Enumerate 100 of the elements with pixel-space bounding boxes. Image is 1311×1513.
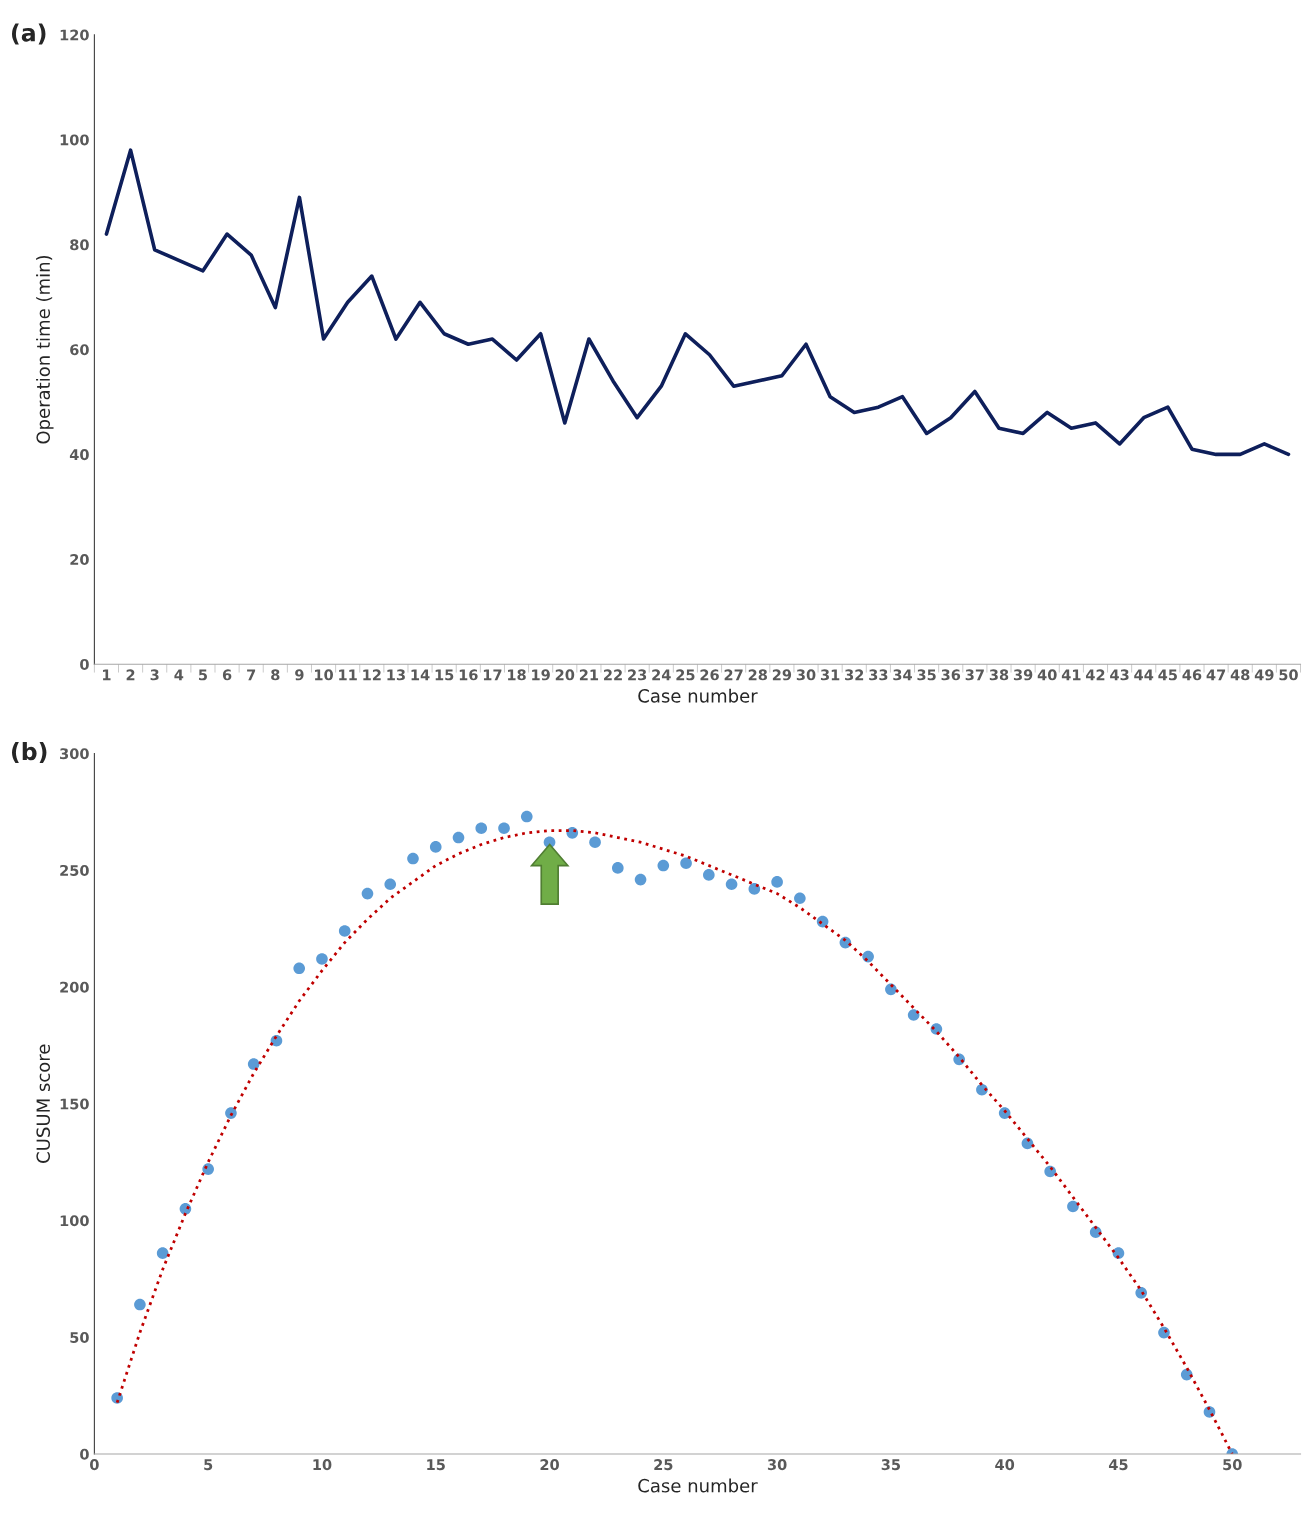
y-axis-title: Operation time (min) <box>36 255 54 444</box>
point <box>338 925 351 937</box>
x-tick-label: 42 <box>1085 669 1105 681</box>
point <box>293 962 306 975</box>
x-tick-label: 5 <box>199 669 207 681</box>
y-tick-label: 0 <box>80 1448 89 1460</box>
point <box>361 887 374 900</box>
x-tick-label: 21 <box>579 669 599 681</box>
x-tick-label: 6 <box>222 669 232 681</box>
x-tick-label: 13 <box>387 669 405 681</box>
point <box>703 869 715 881</box>
x-tick-label: 15 <box>427 1459 445 1471</box>
y-tick-label: 0 <box>80 658 89 670</box>
x-tick-label: 7 <box>247 669 256 681</box>
point <box>225 1107 237 1119</box>
x-tick-label: 16 <box>459 669 478 681</box>
x-tick-label: 12 <box>363 669 381 681</box>
x-tick-label: 23 <box>628 669 647 681</box>
point <box>771 876 783 888</box>
point <box>725 878 738 891</box>
x-tick-label: 31 <box>820 669 840 681</box>
x-tick-label: 25 <box>654 1459 673 1471</box>
x-tick-label: 17 <box>483 669 502 681</box>
x-tick-label: 18 <box>508 669 526 681</box>
x-tick-label: 36 <box>941 669 961 681</box>
x-tick-label: 46 <box>1182 669 1202 681</box>
x-tick-label: 40 <box>1037 669 1057 681</box>
x-tick-label: 15 <box>435 669 454 681</box>
point <box>794 892 806 905</box>
x-tick-label: 10 <box>313 1459 332 1471</box>
point <box>316 953 328 965</box>
x-tick-label: 14 <box>411 669 430 681</box>
point <box>885 983 897 996</box>
point <box>498 822 510 835</box>
point <box>202 1163 214 1175</box>
point <box>452 831 465 844</box>
x-tick-label: 20 <box>540 1459 559 1471</box>
y-tick-label: 60 <box>70 344 89 356</box>
x-tick-label: 48 <box>1230 669 1250 681</box>
x-tick-label: 33 <box>869 669 888 681</box>
point <box>611 862 624 874</box>
y-tick-label: 300 <box>60 748 89 760</box>
point <box>862 950 874 963</box>
x-tick-label: 20 <box>555 669 575 681</box>
x-tick-label: 47 <box>1206 669 1226 681</box>
x-tick-label: 25 <box>676 669 695 681</box>
y-tick-label: 100 <box>60 134 89 146</box>
point <box>1158 1326 1170 1339</box>
x-tick-label: 29 <box>772 669 792 681</box>
x-tick-label: 40 <box>995 1459 1015 1471</box>
line-series <box>104 148 1291 457</box>
x-tick-label: 45 <box>1158 669 1177 681</box>
x-tick-label: 26 <box>700 669 719 681</box>
x-tick-label: 45 <box>1108 1459 1128 1471</box>
y-tick-label: 200 <box>60 981 89 993</box>
x-tick-label: 1 <box>103 669 111 681</box>
x-tick-label: 27 <box>724 669 743 681</box>
x-tick-label: 39 <box>1013 669 1033 681</box>
point <box>634 873 647 886</box>
x-tick-label: 2 <box>126 669 135 681</box>
x-tick-label: 3 <box>150 669 159 681</box>
y-tick-label: 50 <box>70 1331 89 1343</box>
x-tick-label: 0 <box>90 1459 99 1471</box>
x-tick-label: 30 <box>767 1459 787 1471</box>
point <box>520 810 533 823</box>
x-axis-title: Case number <box>638 688 758 703</box>
y-tick-label: 80 <box>70 239 89 251</box>
x-tick-label: 43 <box>1110 669 1129 681</box>
point <box>247 1058 260 1070</box>
point <box>134 1298 146 1311</box>
point <box>407 852 419 865</box>
x-tick-label: 50 <box>1223 1459 1242 1471</box>
x-tick-label: 19 <box>532 669 550 681</box>
x-tick-label: 38 <box>989 669 1009 681</box>
y-tick-label: 40 <box>69 449 89 461</box>
point <box>680 857 692 870</box>
x-tick-label: 32 <box>845 669 864 681</box>
x-tick-label: 41 <box>1061 669 1081 681</box>
x-tick-label: 50 <box>1279 669 1298 681</box>
y-tick-label: 120 <box>60 29 89 41</box>
x-tick-label: 4 <box>174 669 184 681</box>
point <box>657 859 670 872</box>
x-tick-label: 11 <box>339 669 357 681</box>
y-axis-title: CUSUM score <box>36 1044 51 1163</box>
point <box>1067 1200 1079 1213</box>
y-tick-label: 250 <box>60 864 89 876</box>
x-tick-label: 24 <box>652 669 671 681</box>
point <box>475 822 488 835</box>
chart-title: (a) <box>11 23 46 45</box>
x-tick-label: 30 <box>796 669 816 681</box>
chart-title: (b) <box>11 742 47 764</box>
y-tick-label: 150 <box>60 1098 89 1110</box>
x-tick-label: 8 <box>271 669 280 681</box>
point <box>907 1009 920 1021</box>
x-tick-label: 22 <box>604 669 622 681</box>
point <box>748 883 761 895</box>
x-tick-label: 9 <box>295 669 304 681</box>
y-tick-label: 20 <box>70 554 89 566</box>
x-tick-label: 5 <box>204 1459 213 1471</box>
x-tick-label: 49 <box>1254 669 1274 681</box>
